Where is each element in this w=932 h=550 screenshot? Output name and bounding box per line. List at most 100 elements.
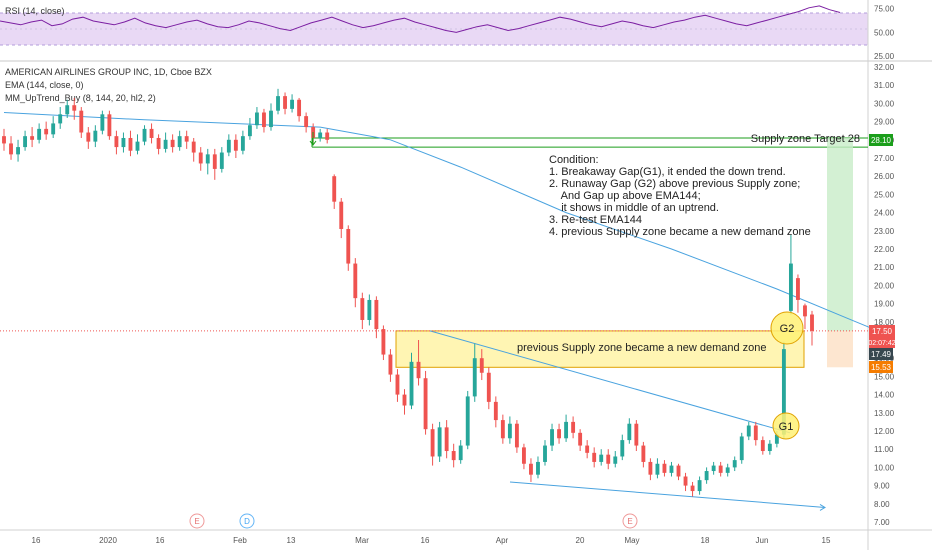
candle: [788, 234, 793, 315]
candle: [240, 130, 245, 155]
time-tick-label: Feb: [233, 536, 247, 545]
svg-text:E: E: [627, 517, 632, 526]
candle: [514, 420, 519, 453]
candle: [177, 130, 182, 151]
candle: [402, 389, 407, 415]
price-tick-label: 11.00: [874, 445, 894, 454]
candle: [318, 128, 323, 142]
price-tick-label: 13.00: [874, 409, 895, 418]
condition-line-3: And Gap up above EMA144;: [549, 190, 701, 202]
supply-target-label: Supply zone Target 28: [751, 133, 860, 145]
candle: [451, 443, 456, 468]
candle: [472, 343, 477, 402]
candle: [128, 130, 133, 157]
candle: [290, 94, 295, 113]
badge-current: 17.50 02:07:42: [868, 325, 896, 348]
candle: [571, 416, 576, 439]
candle: [51, 116, 56, 138]
candle: [72, 97, 77, 120]
candle: [233, 134, 238, 158]
candle: [543, 440, 547, 466]
price-tick-label: 30.00: [874, 99, 895, 108]
candle: [662, 460, 667, 477]
candle: [339, 198, 344, 239]
candle: [767, 440, 772, 455]
zones: [311, 137, 868, 368]
candle: [9, 136, 13, 160]
price-axis: 32.0031.0030.0029.0028.0027.0026.0025.00…: [874, 63, 895, 527]
candle: [353, 258, 358, 308]
candle: [753, 421, 758, 446]
event-earnings-2[interactable]: E: [622, 513, 638, 529]
demand-zone-label: previous Supply zone became a new demand…: [517, 342, 767, 354]
candle: [163, 132, 168, 153]
candle: [486, 367, 491, 410]
candle: [739, 432, 744, 464]
svg-text:17.49: 17.49: [871, 350, 892, 359]
candle: [564, 414, 569, 442]
time-tick-label: 15: [822, 536, 831, 545]
candle: [191, 137, 196, 162]
candle: [121, 132, 126, 153]
candle: [30, 127, 35, 148]
g1-label: G1: [779, 421, 794, 433]
candle: [156, 134, 161, 155]
time-tick-label: 20: [576, 536, 585, 545]
rsi-pane: RSI (14, close) 75.00 50.00 25.00: [0, 5, 895, 61]
event-earnings-1[interactable]: E: [189, 513, 205, 529]
candle: [529, 458, 533, 482]
candle: [500, 414, 505, 444]
target-profit-box[interactable]: [827, 137, 853, 331]
gap-g1-marker: G1: [772, 412, 800, 440]
candle: [149, 123, 154, 144]
candle: [416, 340, 421, 386]
candle: [114, 130, 119, 155]
candle: [198, 147, 203, 171]
price-tick-label: 7.00: [874, 518, 890, 527]
candle: [746, 421, 751, 441]
candle: [760, 436, 765, 455]
candle: [283, 92, 287, 115]
candle: [669, 461, 674, 477]
candle: [409, 352, 414, 410]
candle: [718, 461, 723, 477]
event-dividend[interactable]: D: [239, 513, 255, 529]
stop-loss-box[interactable]: [827, 330, 853, 368]
candle: [507, 416, 512, 444]
candle: [444, 420, 449, 459]
candle: [648, 458, 653, 481]
lower-trendline[interactable]: [509, 481, 826, 508]
down-arrow-icon: [309, 132, 317, 146]
candle: [142, 125, 147, 146]
rsi-axis: 75.00 50.00 25.00: [874, 5, 895, 61]
candle: [557, 423, 561, 444]
time-tick-label: 18: [701, 536, 710, 545]
candle: [803, 303, 807, 330]
candle: [578, 429, 583, 452]
candle: [184, 130, 189, 149]
rsi-tick-label: 50.00: [874, 28, 895, 37]
badge-dark: 17.49: [869, 348, 893, 360]
price-tick-label: 19.00: [874, 300, 895, 309]
candle: [388, 349, 393, 382]
candle: [641, 441, 646, 468]
candle: [683, 472, 688, 492]
rsi-tick-label: 25.00: [874, 52, 895, 61]
candle: [269, 103, 273, 131]
candle: [613, 451, 618, 468]
candle: [304, 112, 309, 133]
condition-line-1: 1. Breakaway Gap(G1), it ended the down …: [549, 166, 786, 178]
upper-trendline[interactable]: [429, 330, 791, 434]
candle: [627, 418, 632, 444]
svg-text:15.53: 15.53: [871, 363, 892, 372]
price-tick-label: 29.00: [874, 118, 895, 127]
candle: [697, 476, 702, 495]
ema-legend: EMA (144, close, 0): [5, 80, 84, 90]
condition-line-2: 2. Runaway Gap (G2) above previous Suppl…: [549, 178, 800, 190]
candle: [23, 130, 28, 151]
candle: [550, 423, 554, 452]
price-tick-label: 14.00: [874, 391, 895, 400]
svg-text:28.10: 28.10: [871, 136, 892, 145]
candle: [58, 107, 63, 129]
